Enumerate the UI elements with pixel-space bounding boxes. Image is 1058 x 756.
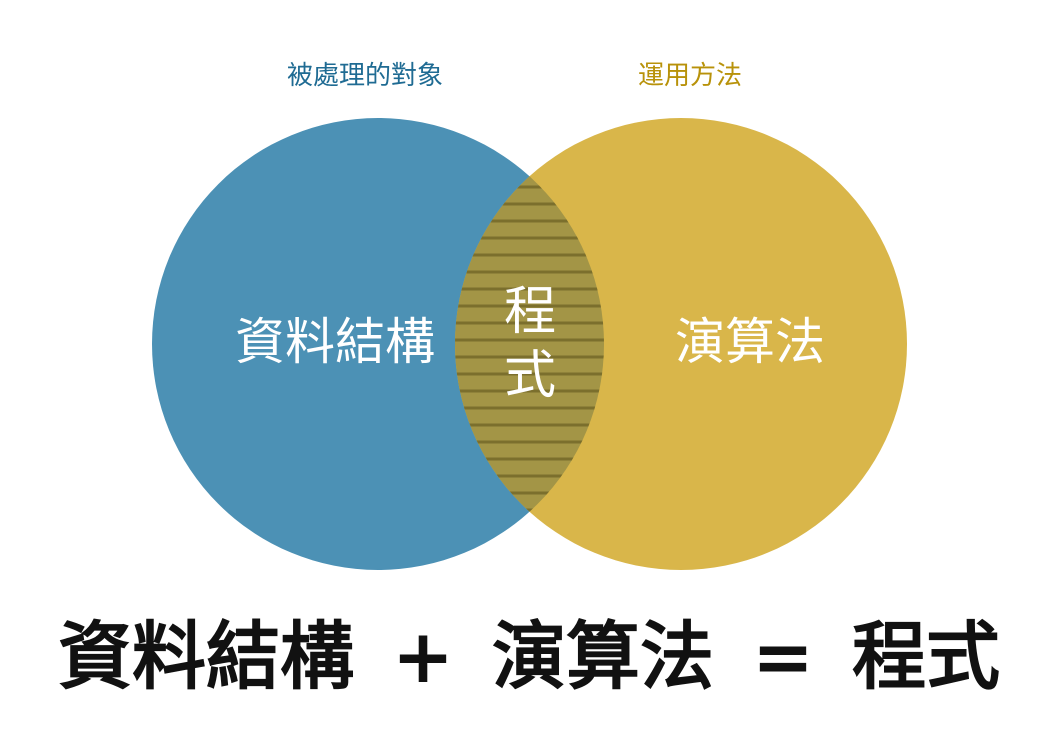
- method-label: 運用方法: [637, 61, 742, 91]
- equation-term-algorithm: 演算法: [492, 614, 714, 700]
- algorithm-text: 演算法: [675, 313, 825, 371]
- equation-term-program: 程式: [852, 614, 1001, 700]
- plus-sign: +: [391, 614, 454, 700]
- data-structure-text: 資料結構: [235, 313, 435, 371]
- program-text: 程式: [503, 282, 556, 406]
- processed-object-label: 被處理的對象: [286, 61, 443, 91]
- equals-sign: =: [752, 614, 815, 700]
- equation-term-data-structure: 資料結構: [57, 614, 354, 700]
- equation: 資料結構 + 演算法 = 程式: [0, 612, 1058, 702]
